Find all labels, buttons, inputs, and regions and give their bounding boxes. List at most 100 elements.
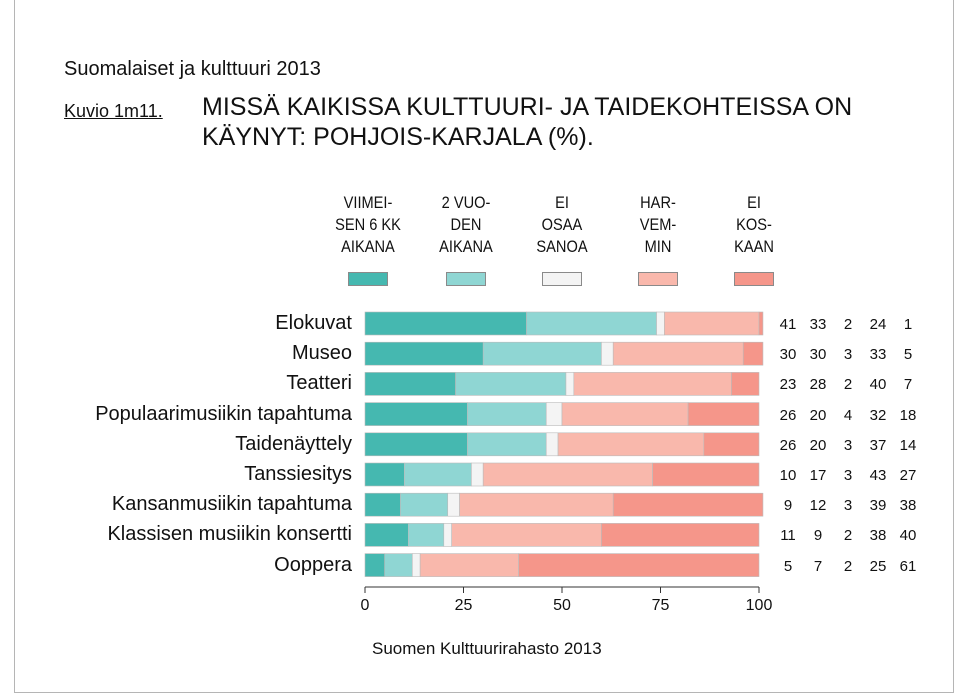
value-label: 26 [779,436,797,454]
value-label: 25 [869,557,887,575]
value-label: 2 [843,527,853,545]
value-label: 30 [809,346,827,364]
value-label: 28 [809,376,827,394]
chart-title: MISSÄ KAIKISSA KULTTUURI- JA TAIDEKOHTEI… [202,93,853,151]
value-label: 39 [869,497,887,515]
bar-segment [612,492,764,517]
bar-segment [545,432,559,457]
value-label: 11 [780,527,796,545]
bar-segment [364,523,409,547]
bar-segment [482,341,602,366]
legend-label: VIIMEI- SEN 6 KK AIKANA [335,193,401,256]
value-label: 33 [809,316,827,333]
bar-segment [601,341,614,366]
value-label: 20 [809,406,827,424]
category-label: Museo [291,342,352,365]
category-label: Populaarimusiikin tapahtuma [95,402,352,425]
category-label: Elokuvat [275,312,352,334]
bar-segment [573,372,732,396]
bar-segment [364,492,401,517]
category-label: Kansanmusiikin tapahtuma [111,493,352,516]
value-label: 2 [843,316,853,333]
value-label: 3 [843,497,853,515]
bar-segment [664,311,760,336]
value-label: 3 [843,346,853,364]
value-label: 5 [903,346,913,364]
legend-swatch [446,272,486,286]
bar-segment [364,311,527,336]
bar-segment [518,553,760,577]
publication-title: Suomalaiset ja kulttuuri 2013 [64,58,321,80]
value-label: 10 [779,467,797,484]
x-tick-label: 50 [553,597,571,614]
bar-segment [364,462,405,487]
legend-swatch [734,272,774,286]
value-label: 30 [779,346,797,364]
value-label: 3 [843,467,853,484]
value-label: 32 [869,406,887,424]
bar-segment [687,402,760,426]
bar-segment [656,311,665,336]
legend-swatch [348,272,388,286]
bar-segment [408,523,445,547]
source-note: Suomen Kulttuurirahasto 2013 [372,639,602,658]
value-label: 18 [899,406,917,424]
bar-segment [400,492,449,517]
bar-segment [364,553,386,577]
bar-segment [557,432,705,457]
bar-segment [411,553,421,577]
value-label: 5 [783,557,793,575]
x-tick-label: 100 [745,597,773,614]
bar-segment [731,372,760,396]
legend-swatch [542,272,582,286]
legend-label: EI OSAA SANOA [536,193,588,256]
bar-segment [703,432,760,457]
bar-segment [565,372,575,396]
value-label: 38 [899,497,917,515]
bar-segment [471,462,484,487]
category-label: Taidenäyttely [235,432,352,455]
legend-label: HAR- VEM- MIN [639,193,677,256]
value-label: 12 [809,497,827,515]
bar-segment [467,402,547,426]
bar-segment [561,402,689,426]
category-label: Klassisen musiikin konsertti [107,523,352,546]
bar-segment [612,341,744,366]
value-label: 43 [869,467,887,484]
x-tick-label: 75 [651,597,670,614]
bar-segment [742,341,764,366]
value-label: 7 [903,376,913,394]
value-label: 24 [869,316,887,333]
bar-segment [364,372,456,396]
value-label: 37 [869,436,887,454]
value-label: 40 [869,376,887,394]
bar-segment [482,462,653,487]
bar-segment [404,462,472,487]
bar-segment [467,432,547,457]
category-label: Teatteri [286,372,352,395]
bar-segment [459,492,614,517]
bar-segment [364,432,468,457]
legend-label: EI KOS- KAAN [734,193,774,256]
value-label: 2 [843,376,853,394]
bar-segment [419,553,519,577]
value-label: 1 [903,316,913,333]
bar-segment [758,311,764,336]
category-label: Tanssiesitys [244,463,352,485]
x-tick-label: 25 [454,597,473,614]
chart-frame [14,0,954,693]
value-label: 38 [869,527,887,545]
figure-number: Kuvio 1m11. [64,101,163,121]
value-label: 27 [899,467,917,484]
value-label: 2 [843,557,853,575]
bar-segment [545,402,563,426]
category-label: Ooppera [274,553,352,576]
bar-segment [443,523,452,547]
value-label: 23 [779,376,797,394]
bar-segment [364,341,484,366]
bar-segment [526,311,657,336]
bar-segment [364,402,468,426]
legend-label: 2 VUO- DEN AIKANA [439,193,493,256]
value-label: 14 [899,436,917,454]
